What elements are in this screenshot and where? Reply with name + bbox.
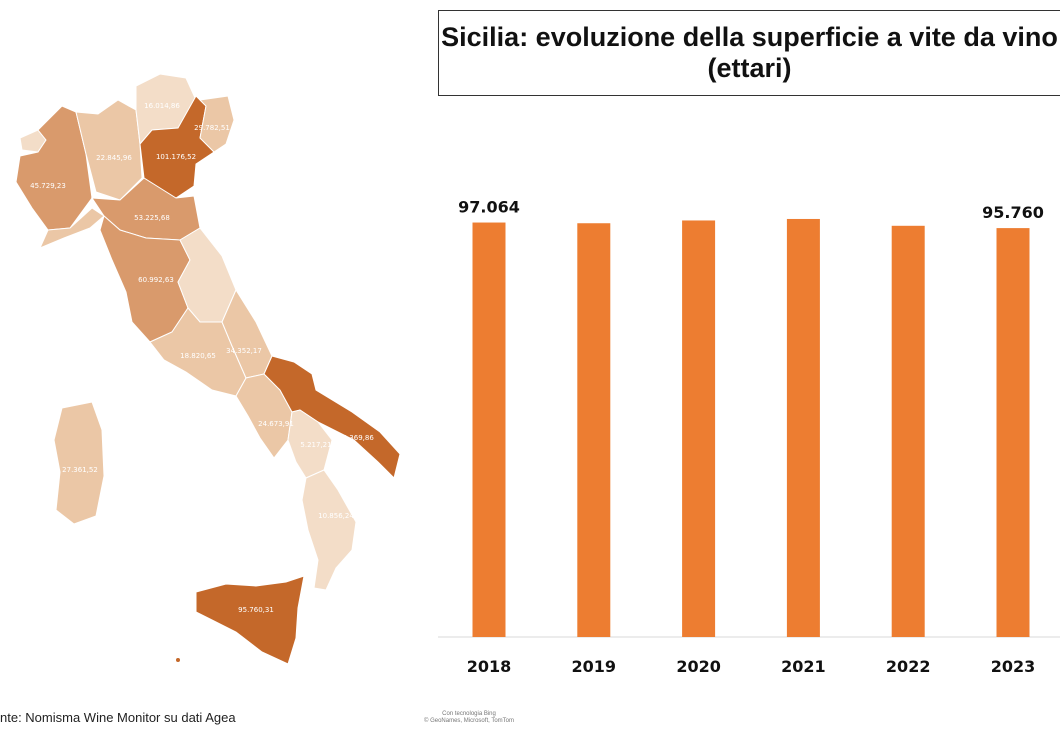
- label-calabria: 10.856,24: [318, 512, 354, 520]
- label-trentino: 16.014,86: [144, 102, 180, 110]
- label-sardegna: 27.361,52: [62, 466, 98, 474]
- label-friuli: 29.782,51: [194, 124, 230, 132]
- label-emilia-romagna: 53.225,68: [134, 214, 170, 222]
- label-sicilia: 95.760,31: [238, 606, 274, 614]
- x-tick-label-2023: 2023: [991, 657, 1036, 676]
- label-veneto: 101.176,52: [156, 153, 196, 161]
- region-calabria: [301, 469, 357, 591]
- region-lombardia: [75, 99, 143, 201]
- chart-title: Sicilia: evoluzione della superficie a v…: [438, 10, 1060, 96]
- data-label-2023: 95.760: [982, 203, 1044, 222]
- label-abruzzo: 34.352,17: [226, 347, 262, 355]
- map-credit-line2: © GeoNames, Microsoft, TomTom: [424, 718, 514, 724]
- data-label-2018: 97.064: [458, 198, 520, 217]
- bar-2019: [577, 223, 611, 637]
- region-liguria: [39, 207, 105, 249]
- bar-2021: [786, 218, 820, 638]
- x-tick-label-2021: 2021: [781, 657, 826, 676]
- x-tick-label-2022: 2022: [886, 657, 931, 676]
- bar-2022: [891, 225, 925, 637]
- label-campania: 24.673,91: [258, 420, 294, 428]
- italy-map: 45.729,23 22.845,96 16.014,86 101.176,52…: [15, 73, 401, 665]
- x-tick-label-2020: 2020: [676, 657, 721, 676]
- bar-chart: 2018 97.064 2019 2020 2021 2022 2023 95.760: [438, 198, 1060, 676]
- x-tick-label-2019: 2019: [572, 657, 617, 676]
- bar-2023: [996, 228, 1030, 637]
- label-puglia: 90.369,86: [338, 434, 374, 442]
- island-dot: [176, 658, 180, 662]
- bar-2018: [472, 222, 506, 637]
- source-note: nte: Nomisma Wine Monitor su dati Agea: [0, 710, 236, 725]
- region-friuli: [198, 95, 235, 153]
- label-lazio: 18.820,65: [180, 352, 216, 360]
- x-tick-label-2018: 2018: [467, 657, 512, 676]
- map-credit: Con tecnologia Bing © GeoNames, Microsof…: [424, 711, 514, 725]
- label-basilicata: 5.217,21: [300, 441, 331, 449]
- chart-title-line1: Sicilia: evoluzione della superficie a v…: [441, 22, 1058, 52]
- region-sardegna: [53, 401, 105, 525]
- bar-2020: [682, 220, 716, 638]
- label-lombardia: 22.845,96: [96, 154, 132, 162]
- label-piemonte: 45.729,23: [30, 182, 66, 190]
- region-puglia: [263, 355, 401, 479]
- label-toscana: 60.992,63: [138, 276, 174, 284]
- chart-title-line2: (ettari): [707, 53, 792, 83]
- map-credit-line1: Con tecnologia Bing: [442, 711, 496, 717]
- region-sicilia: [195, 575, 305, 665]
